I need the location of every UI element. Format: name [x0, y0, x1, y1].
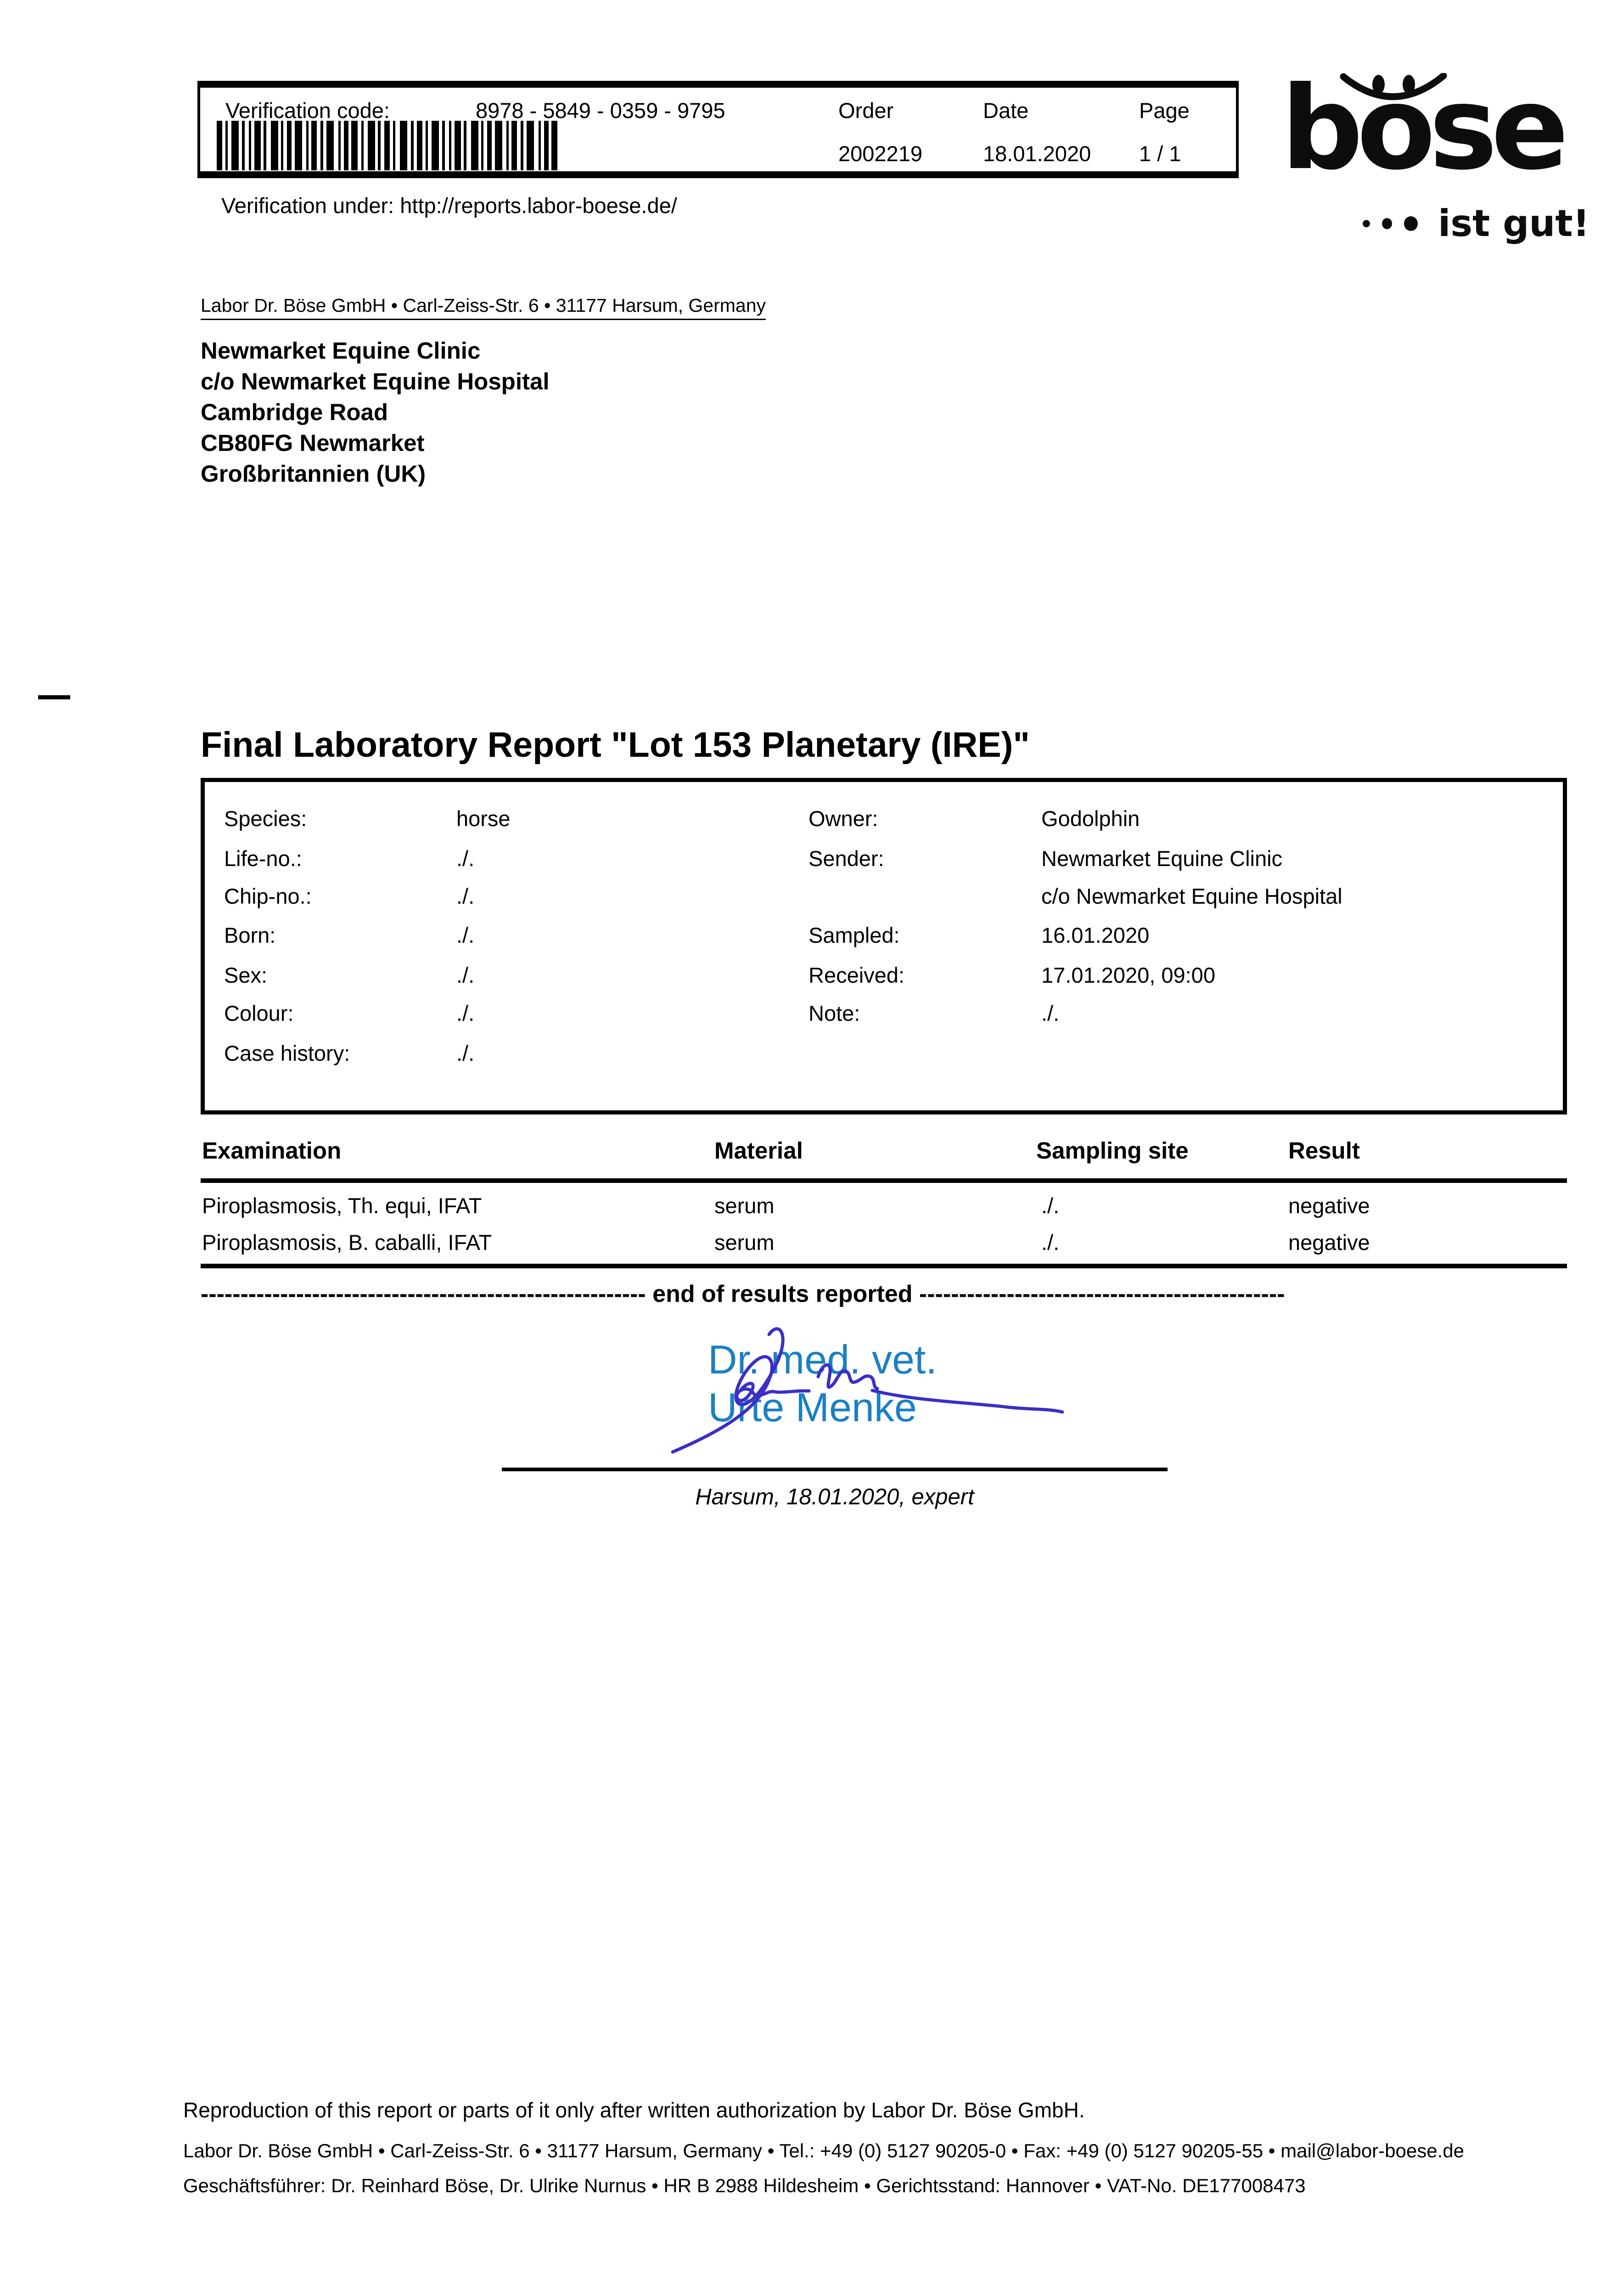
recipient-line: c/o Newmarket Equine Hospital	[201, 368, 550, 394]
patient-details-box: Species: horse Life-no.: ./. Chip-no.: .…	[201, 778, 1567, 1114]
recipient-line: Großbritannien (UK)	[201, 461, 426, 487]
tagline-text: ist gut!	[1438, 202, 1590, 245]
report-title: Final Laboratory Report "Lot 153 Planeta…	[201, 725, 1030, 765]
recipient-address: Newmarket Equine Clinic c/o Newmarket Eq…	[201, 335, 550, 489]
column-header-material: Material	[714, 1137, 803, 1164]
detail-label: Chip-no.:	[224, 884, 312, 908]
footer-reproduction-notice: Reproduction of this report or parts of …	[183, 2098, 1085, 2122]
signature-rule	[502, 1468, 1168, 1471]
detail-label: Sex:	[224, 963, 268, 987]
result-cell-result: negative	[1288, 1193, 1370, 1218]
column-header-sampling-site: Sampling site	[1036, 1137, 1189, 1164]
verification-code-label: Verification code:	[225, 98, 390, 123]
sender-address-line: Labor Dr. Böse GmbH • Carl-Zeiss-Str. 6 …	[201, 295, 766, 320]
detail-label: Owner:	[809, 806, 878, 831]
detail-value: ./.	[456, 846, 475, 871]
tagline-dot-medium	[1382, 218, 1392, 229]
result-cell-result: negative	[1288, 1230, 1370, 1255]
verification-code-value: 8978 - 5849 - 0359 - 9795	[476, 98, 725, 123]
result-cell-site: ./.	[1041, 1193, 1060, 1218]
result-cell-examination: Piroplasmosis, Th. equi, IFAT	[202, 1193, 482, 1218]
detail-value: Godolphin	[1041, 806, 1140, 831]
detail-value: ./.	[456, 1041, 475, 1065]
handwritten-signature	[671, 1327, 1064, 1454]
logo-wordmark: bose	[1281, 71, 1602, 186]
detail-value: horse	[456, 806, 511, 831]
table-rule-top	[201, 1178, 1567, 1183]
detail-label: Born:	[224, 923, 276, 947]
logo-tagline: ist gut!	[1363, 202, 1589, 245]
page-label: Page	[1139, 98, 1190, 123]
result-cell-site: ./.	[1041, 1230, 1060, 1255]
detail-label: Colour:	[224, 1001, 294, 1025]
logo-letter-b: b	[1281, 62, 1363, 195]
page-value: 1 / 1	[1139, 141, 1181, 166]
recipient-line: Newmarket Equine Clinic	[201, 338, 481, 364]
footer-legal-line: Geschäftsführer: Dr. Reinhard Böse, Dr. …	[183, 2175, 1306, 2196]
detail-value: ./.	[456, 923, 475, 947]
detail-value: ./.	[1041, 1001, 1060, 1025]
logo-smile-icon	[1340, 73, 1447, 100]
date-value: 18.01.2020	[983, 141, 1091, 166]
tagline-dot-small	[1363, 219, 1370, 227]
barcode	[217, 121, 557, 170]
result-cell-material: serum	[714, 1230, 775, 1255]
date-label: Date	[983, 98, 1029, 123]
detail-label: Case history:	[224, 1041, 350, 1065]
result-cell-material: serum	[714, 1193, 775, 1218]
fold-mark	[38, 695, 70, 699]
footer-contact-line: Labor Dr. Böse GmbH • Carl-Zeiss-Str. 6 …	[183, 2140, 1464, 2161]
detail-label: Sender:	[809, 846, 884, 871]
table-rule-bottom	[201, 1264, 1567, 1268]
detail-value: ./.	[456, 884, 475, 908]
detail-label: Sampled:	[809, 923, 900, 947]
detail-value: c/o Newmarket Equine Hospital	[1041, 884, 1342, 908]
recipient-line: CB80FG Newmarket	[201, 430, 425, 456]
tagline-dot-large	[1404, 216, 1418, 231]
recipient-line: Cambridge Road	[201, 399, 388, 425]
logo-letters-se: se	[1429, 62, 1569, 195]
place-date-expert: Harsum, 18.01.2020, expert	[695, 1485, 974, 1509]
column-header-result: Result	[1288, 1137, 1360, 1164]
detail-label: Note:	[809, 1001, 860, 1025]
detail-value: 17.01.2020, 09:00	[1041, 963, 1215, 987]
column-header-examination: Examination	[202, 1137, 342, 1164]
detail-value: ./.	[456, 1001, 475, 1025]
boese-logo: bose ist gut!	[1281, 71, 1602, 264]
detail-value: ./.	[456, 963, 475, 987]
result-cell-examination: Piroplasmosis, B. caballi, IFAT	[202, 1230, 492, 1255]
order-label: Order	[838, 98, 894, 123]
order-value: 2002219	[838, 141, 922, 166]
detail-label: Received:	[809, 963, 904, 987]
signer-title: Dr. med. vet.	[708, 1337, 937, 1382]
detail-value: 16.01.2020	[1041, 923, 1150, 947]
verification-box: Verification code: 8978 - 5849 - 0359 - …	[197, 81, 1239, 178]
detail-label: Species:	[224, 806, 307, 831]
detail-label: Life-no.:	[224, 846, 302, 871]
detail-value: Newmarket Equine Clinic	[1041, 846, 1283, 871]
verification-url: Verification under: http://reports.labor…	[221, 193, 677, 218]
end-of-results-line: ----------------------------------------…	[201, 1281, 1285, 1307]
